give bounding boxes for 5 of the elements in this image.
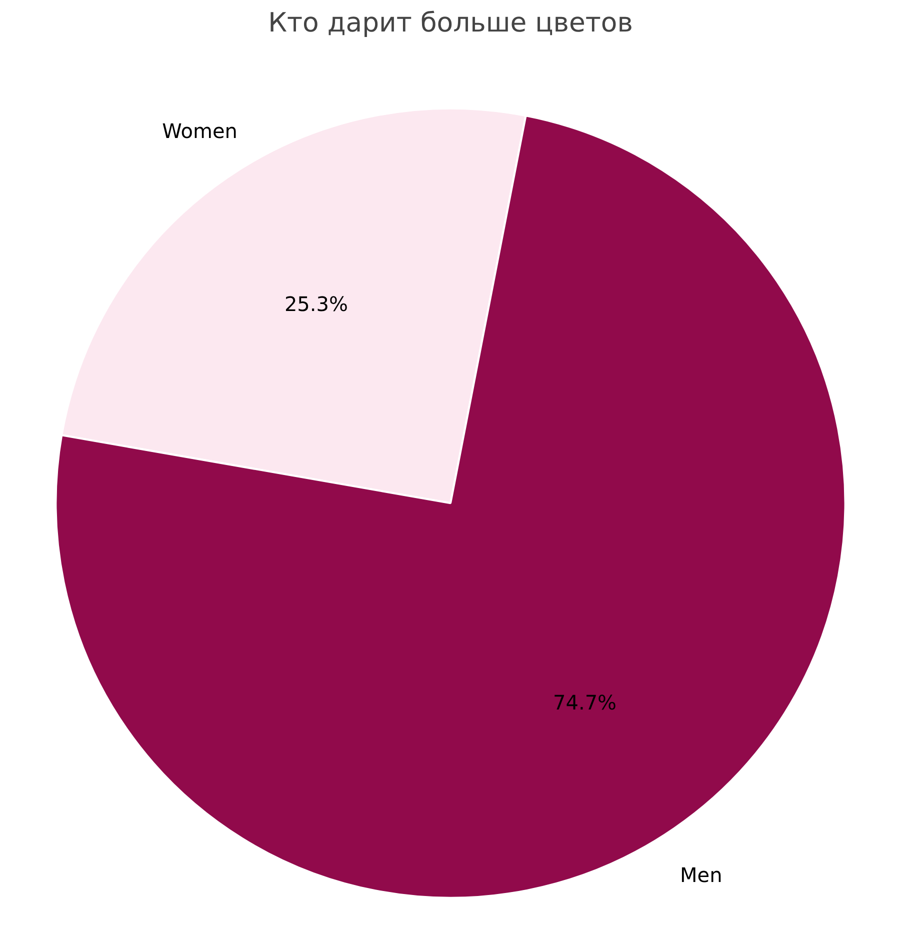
chart-title: Кто дарит больше цветов (268, 8, 633, 38)
slice-label: Men (680, 863, 722, 888)
data-label: 25.3% (284, 292, 348, 316)
data-label: 74.7% (553, 690, 617, 714)
slice-label: Women (162, 119, 238, 144)
